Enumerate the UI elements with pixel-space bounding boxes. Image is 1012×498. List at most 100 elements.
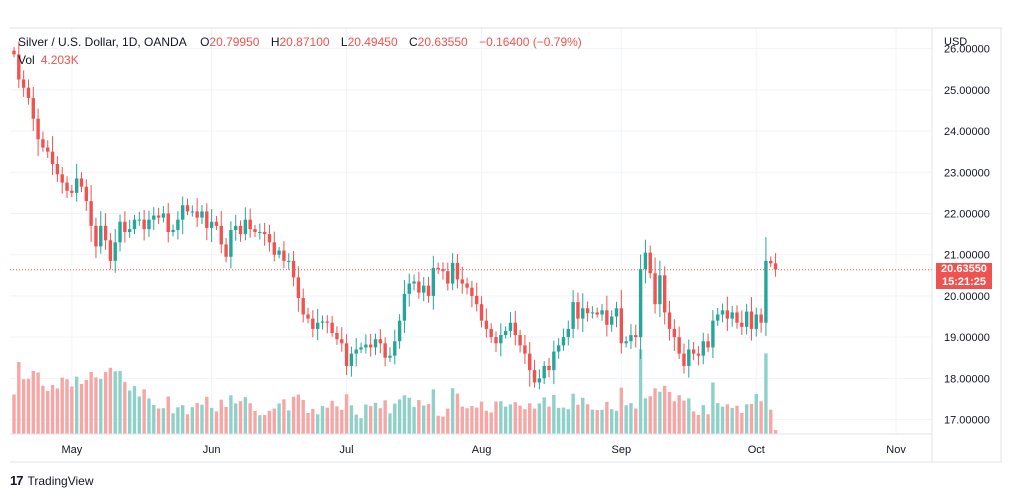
volume-bar bbox=[253, 410, 257, 434]
candle-body bbox=[31, 98, 35, 119]
volume-bar bbox=[759, 401, 763, 434]
close-value: 20.63550 bbox=[417, 35, 468, 49]
volume-bar bbox=[677, 395, 681, 434]
volume-bar bbox=[614, 410, 619, 434]
candle-body bbox=[383, 343, 387, 358]
volume-bar bbox=[513, 402, 517, 434]
candle-body bbox=[224, 244, 228, 257]
volume-bar bbox=[479, 401, 484, 434]
volume-bars bbox=[12, 349, 778, 434]
volume-bar bbox=[701, 405, 705, 434]
volume-bar bbox=[46, 391, 50, 434]
volume-bar bbox=[605, 401, 609, 434]
x-tick-label: May bbox=[61, 444, 82, 456]
volume-bar bbox=[205, 396, 209, 434]
candle-body bbox=[36, 118, 40, 140]
candle-body bbox=[687, 349, 691, 366]
candle-body bbox=[624, 341, 628, 344]
candle-body bbox=[619, 308, 624, 344]
candle-body bbox=[643, 252, 648, 270]
candle-body bbox=[773, 263, 778, 270]
volume-bar bbox=[561, 407, 566, 434]
x-tick-label: Jul bbox=[340, 444, 354, 456]
candle-body bbox=[84, 186, 88, 202]
candle-body bbox=[26, 87, 31, 99]
x-tick-label: Oct bbox=[748, 444, 765, 456]
volume-bar bbox=[209, 407, 214, 434]
volume-bar bbox=[460, 406, 464, 434]
low-label: L bbox=[340, 35, 348, 49]
candle-body bbox=[769, 260, 773, 264]
y-tick-label: 21.00000 bbox=[944, 250, 990, 262]
volume-bar bbox=[50, 385, 55, 434]
currency-label: USD bbox=[944, 36, 967, 48]
volume-bar bbox=[65, 379, 69, 434]
volume-bar bbox=[740, 413, 744, 434]
candle-body bbox=[272, 242, 276, 255]
candle-body bbox=[137, 219, 142, 221]
volume-bar bbox=[503, 406, 508, 434]
volume-bar bbox=[508, 404, 513, 434]
volume-bar bbox=[89, 372, 93, 434]
volume-bar bbox=[349, 405, 354, 434]
candle-body bbox=[282, 250, 286, 261]
volume-bar bbox=[320, 406, 325, 434]
last-price-badge: 20.63550 bbox=[936, 262, 992, 276]
volume-bar bbox=[595, 410, 599, 434]
candle-body bbox=[176, 219, 180, 230]
candle-body bbox=[229, 229, 233, 257]
candle-body bbox=[595, 312, 599, 315]
tradingview-logo-icon: 17 bbox=[10, 473, 24, 488]
volume-bar bbox=[764, 353, 768, 434]
volume-bar bbox=[590, 409, 595, 434]
volume-bar bbox=[364, 404, 368, 434]
volume-bar bbox=[532, 408, 537, 434]
volume-bar bbox=[634, 408, 638, 434]
volume-bar bbox=[123, 382, 127, 434]
candle-body bbox=[465, 283, 469, 288]
candle-body bbox=[296, 277, 301, 298]
volume-bar bbox=[190, 407, 195, 434]
volume-bar bbox=[436, 415, 440, 434]
candle-body bbox=[475, 295, 479, 305]
volume-bar bbox=[658, 391, 662, 434]
candle-body bbox=[325, 321, 329, 323]
candle-body bbox=[354, 349, 358, 354]
volume-bar bbox=[585, 404, 590, 434]
candle-body bbox=[407, 283, 411, 294]
volume-bar bbox=[716, 403, 720, 434]
symbol-title[interactable]: Silver / U.S. Dollar, 1D, OANDA bbox=[18, 35, 187, 49]
volume-bar bbox=[161, 408, 166, 434]
candle-body bbox=[243, 219, 248, 235]
tradingview-branding[interactable]: 17 TradingView bbox=[10, 473, 94, 488]
candle-body bbox=[74, 178, 79, 193]
candle-body bbox=[609, 316, 614, 325]
volume-bar bbox=[711, 382, 715, 434]
y-axis-ticks: 26.00000 25.00000 24.00000 23.00000 22.00000… bbox=[944, 44, 990, 427]
candle-body bbox=[209, 221, 214, 228]
candle-body bbox=[672, 328, 677, 338]
volume-bar bbox=[195, 403, 199, 434]
x-tick-label: Aug bbox=[472, 444, 492, 456]
volume-bar bbox=[773, 430, 778, 434]
volume-bar bbox=[12, 394, 16, 434]
candle-body bbox=[344, 343, 349, 366]
volume-bar bbox=[99, 379, 103, 434]
volume-bar bbox=[108, 367, 113, 434]
candle-body bbox=[277, 250, 281, 255]
candle-body bbox=[576, 302, 580, 319]
volume-label[interactable]: Vol bbox=[18, 53, 35, 67]
volume-legend: Vol 4.203K bbox=[18, 53, 79, 67]
candle-body bbox=[764, 260, 768, 323]
candle-body bbox=[181, 205, 185, 220]
volume-bar bbox=[359, 418, 363, 434]
volume-bar bbox=[682, 400, 686, 434]
candle-body bbox=[706, 341, 710, 348]
candle-body bbox=[754, 314, 758, 329]
candle-body bbox=[730, 312, 734, 319]
candle-body bbox=[60, 174, 64, 183]
volume-bar bbox=[262, 414, 267, 434]
volume-bar bbox=[470, 406, 474, 434]
candle-body bbox=[431, 267, 436, 296]
